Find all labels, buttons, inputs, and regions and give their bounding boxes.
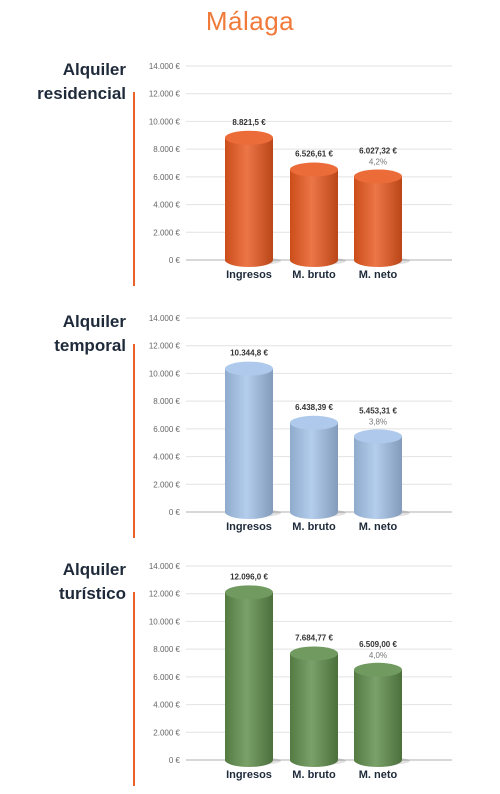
category-label: Ingresos (226, 269, 272, 281)
bar-chart: 0 € 2.000 € 4.000 € 6.000 € 8.000 € 10.000 € 1… (149, 314, 452, 533)
bar-chart: 0 € 2.000 € 4.000 € 6.000 € 8.000 € 10.000 € 1… (149, 562, 452, 781)
page-title: Málaga (205, 6, 295, 36)
category-label: M. neto (359, 769, 398, 781)
value-label: 6.526,61 € (295, 150, 333, 159)
y-tick-label: 4.000 € (153, 701, 180, 710)
bar (225, 361, 281, 519)
y-tick-label: 8.000 € (153, 645, 180, 654)
y-tick-label: 10.000 € (149, 369, 181, 378)
value-label: 6.027,32 € (359, 146, 397, 155)
chart-panel-turistico: Alquiler turístico 0 € 2.000 € 4.000 € 6.00… (0, 554, 500, 794)
bar (354, 429, 410, 519)
y-tick-label: 12.000 € (149, 590, 181, 599)
chart-title-line: Alquiler (62, 560, 126, 579)
y-tick-label: 6.000 € (153, 173, 180, 182)
chart-title-line: Alquiler (62, 60, 126, 79)
bar (354, 662, 410, 767)
category-label: Ingresos (226, 521, 272, 533)
y-tick-label: 0 € (169, 508, 181, 517)
y-tick-label: 2.000 € (153, 228, 180, 237)
value-label: 5.453,31 € (359, 406, 397, 415)
bar (354, 169, 410, 267)
y-tick-label: 0 € (169, 256, 181, 265)
chart-title: Alquiler turístico (0, 558, 126, 606)
y-tick-label: 0 € (169, 756, 181, 765)
y-tick-label: 10.000 € (149, 117, 181, 126)
chart-title-line: Alquiler (62, 312, 126, 331)
y-tick-label: 2.000 € (153, 728, 180, 737)
value-label: 8.821,5 € (232, 118, 266, 127)
chart-title-line: residencial (37, 84, 126, 103)
value-label: 6.509,00 € (359, 640, 397, 649)
y-tick-label: 8.000 € (153, 397, 180, 406)
accent-line (133, 592, 135, 786)
y-tick-label: 2.000 € (153, 480, 180, 489)
value-label: 12.096,0 € (230, 572, 268, 581)
bar (225, 130, 281, 267)
value-label: 10.344,8 € (230, 349, 268, 358)
percent-label: 3,8% (369, 417, 387, 426)
value-label: 7.684,77 € (295, 634, 333, 643)
category-label: Ingresos (226, 769, 272, 781)
bar (290, 646, 346, 767)
y-tick-label: 6.000 € (153, 425, 180, 434)
chart-title: Alquiler residencial (0, 58, 126, 106)
category-label: M. bruto (292, 269, 336, 281)
y-tick-label: 6.000 € (153, 673, 180, 682)
percent-label: 4,0% (369, 651, 387, 660)
bar (290, 415, 346, 519)
category-label: M. neto (359, 521, 398, 533)
category-label: M. bruto (292, 521, 336, 533)
category-label: M. neto (359, 269, 398, 281)
chart-title-line: temporal (54, 336, 126, 355)
bar (225, 585, 281, 767)
value-label: 6.438,39 € (295, 403, 333, 412)
bar-chart: 0 € 2.000 € 4.000 € 6.000 € 8.000 € 10.000 € 1… (149, 62, 452, 281)
y-tick-label: 14.000 € (149, 62, 181, 71)
bar (290, 162, 346, 267)
y-tick-label: 4.000 € (153, 453, 180, 462)
y-tick-label: 12.000 € (149, 90, 181, 99)
y-tick-label: 10.000 € (149, 617, 181, 626)
category-label: M. bruto (292, 769, 336, 781)
accent-line (133, 344, 135, 538)
chart-panel-residencial: Alquiler residencial 0 € 2.000 € 4.000 € 6.… (0, 54, 500, 294)
accent-line (133, 92, 135, 286)
y-tick-label: 14.000 € (149, 562, 181, 571)
percent-label: 4,2% (369, 157, 387, 166)
y-tick-label: 14.000 € (149, 314, 181, 323)
chart-panel-temporal: Alquiler temporal 0 € 2.000 € 4.000 € 6.000… (0, 306, 500, 546)
chart-title: Alquiler temporal (0, 310, 126, 358)
y-tick-label: 4.000 € (153, 201, 180, 210)
y-tick-label: 8.000 € (153, 145, 180, 154)
chart-title-line: turístico (58, 584, 126, 603)
y-tick-label: 12.000 € (149, 342, 181, 351)
